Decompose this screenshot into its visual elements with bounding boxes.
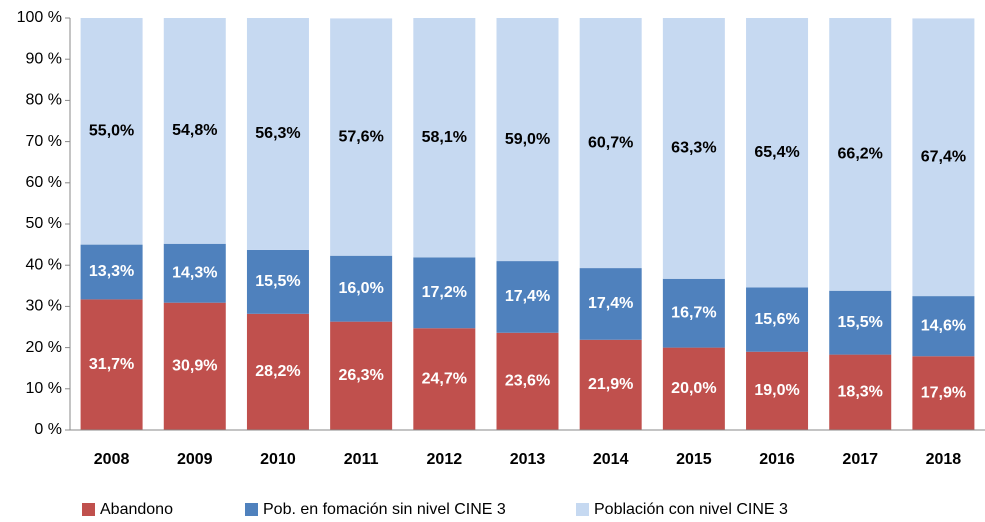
bar-segment — [246, 249, 309, 314]
value-label: 14,6% — [921, 317, 966, 334]
y-tick-label: 90 % — [26, 50, 62, 67]
y-tick-label: 80 % — [26, 92, 62, 109]
value-label: 31,7% — [89, 356, 134, 373]
value-label: 17,4% — [588, 295, 633, 312]
bar-segment — [829, 18, 892, 291]
value-label: 58,1% — [422, 129, 467, 146]
legend-swatch — [82, 503, 95, 516]
value-label: 14,3% — [172, 264, 217, 281]
bar-segment — [163, 302, 226, 430]
x-tick-label: 2010 — [260, 451, 296, 468]
value-label: 15,6% — [754, 311, 799, 328]
bar-segment — [413, 328, 476, 430]
value-label: 20,0% — [671, 380, 716, 397]
value-label: 23,6% — [505, 373, 550, 390]
bar-segment — [80, 244, 143, 300]
x-tick-label: 2014 — [593, 451, 629, 468]
bar-segment — [80, 299, 143, 430]
bar-segment — [163, 243, 226, 303]
bar-segment — [746, 351, 809, 430]
bar-segment — [662, 347, 725, 430]
value-label: 56,3% — [255, 125, 300, 142]
value-label: 17,2% — [422, 284, 467, 301]
bar-segment — [246, 313, 309, 430]
bar-segment — [662, 18, 725, 279]
value-label: 15,5% — [838, 314, 883, 331]
value-label: 16,0% — [338, 280, 383, 297]
value-label: 24,7% — [422, 370, 467, 387]
bar-segment — [80, 18, 143, 245]
x-tick-label: 2008 — [94, 451, 130, 468]
bar-segment — [330, 255, 393, 322]
y-tick-label: 30 % — [26, 298, 62, 315]
value-label: 54,8% — [172, 122, 217, 139]
y-tick-label: 50 % — [26, 215, 62, 232]
value-label: 57,6% — [338, 128, 383, 145]
value-label: 63,3% — [671, 140, 716, 157]
value-label: 13,3% — [89, 263, 134, 280]
x-tick-label: 2018 — [926, 451, 962, 468]
bar-segment — [163, 18, 226, 244]
y-tick-label: 0 % — [34, 421, 62, 438]
bar-segment — [496, 18, 559, 262]
x-tick-label: 2011 — [344, 451, 379, 468]
value-label: 15,5% — [255, 273, 300, 290]
x-tick-label: 2012 — [427, 451, 463, 468]
legend-label: Pob. en fomación sin nivel CINE 3 — [263, 501, 506, 518]
bar-segment — [496, 332, 559, 430]
x-tick-label: 2013 — [510, 451, 546, 468]
value-label: 66,2% — [838, 146, 883, 163]
value-label: 67,4% — [921, 148, 966, 165]
bar-segment — [912, 356, 975, 430]
bar-segment — [829, 290, 892, 355]
legend-label: Población con nivel CINE 3 — [594, 501, 788, 518]
bar-segment — [330, 321, 393, 430]
y-tick-label: 20 % — [26, 339, 62, 356]
value-label: 16,7% — [671, 304, 716, 321]
value-label: 18,3% — [838, 384, 883, 401]
y-tick-label: 10 % — [26, 380, 62, 397]
bar-segment — [496, 261, 559, 333]
value-label: 30,9% — [172, 358, 217, 375]
value-label: 17,4% — [505, 288, 550, 305]
x-tick-label: 2017 — [842, 451, 878, 468]
x-tick-label: 2016 — [759, 451, 795, 468]
bar-segment — [912, 18, 975, 297]
bar-segment — [246, 18, 309, 250]
value-label: 59,0% — [505, 131, 550, 148]
bar-segment — [746, 287, 809, 352]
bar-segment — [413, 257, 476, 329]
y-tick-label: 100 % — [17, 9, 62, 26]
x-tick-label: 2015 — [676, 451, 712, 468]
legend-swatch — [245, 503, 258, 516]
value-label: 26,3% — [338, 367, 383, 384]
bar-segment — [912, 296, 975, 357]
bar-segment — [829, 354, 892, 430]
bar-segment — [746, 18, 809, 288]
value-label: 28,2% — [255, 363, 300, 380]
bar-segment — [662, 278, 725, 348]
y-tick-label: 70 % — [26, 133, 62, 150]
legend-label: Abandono — [100, 501, 173, 518]
value-label: 65,4% — [754, 144, 799, 161]
bar-segment — [413, 18, 476, 258]
y-tick-label: 40 % — [26, 256, 62, 273]
value-label: 19,0% — [754, 382, 799, 399]
y-tick-label: 60 % — [26, 174, 62, 191]
value-label: 60,7% — [588, 134, 633, 151]
value-label: 17,9% — [921, 384, 966, 401]
bar-segment — [330, 18, 393, 256]
bar-segment — [579, 18, 642, 269]
legend-swatch — [576, 503, 589, 516]
bar-segment — [579, 268, 642, 340]
bar-segment — [579, 339, 642, 430]
x-tick-label: 2009 — [177, 451, 213, 468]
value-label: 21,9% — [588, 376, 633, 393]
value-label: 55,0% — [89, 123, 134, 140]
